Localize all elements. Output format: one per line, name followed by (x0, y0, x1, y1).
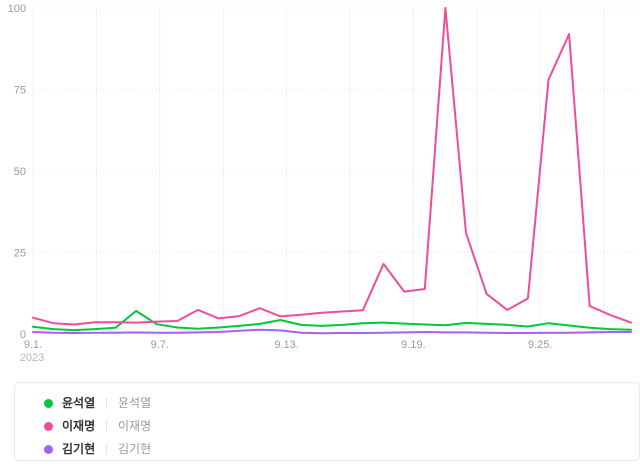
x-axis-tick-label: 9.13. (274, 339, 298, 351)
y-axis-tick-label: 75 (14, 85, 26, 97)
x-axis-year-label: 2023 (20, 352, 44, 364)
legend-query: 윤석열 (117, 396, 152, 410)
x-axis-tick-label: 9.25. (528, 339, 552, 351)
y-axis-tick-label: 25 (14, 248, 26, 260)
horizontal-gridlines (33, 7, 636, 335)
legend-color-dot (44, 399, 53, 408)
series-line-2[interactable] (32, 328, 632, 335)
x-axis-tick-label: 9.19. (401, 339, 425, 351)
y-axis-tick-label: 100 (8, 3, 26, 15)
legend-color-dot (44, 445, 53, 454)
legend-keyword: 윤석열 (62, 396, 96, 410)
y-axis-tick-labels: 0 25 50 75 100 (8, 3, 26, 341)
y-axis-tick-label: 50 (14, 166, 26, 178)
x-axis-tick-label: 9.7. (151, 339, 169, 351)
series-line-0[interactable] (32, 309, 632, 332)
legend-color-dot (44, 422, 53, 431)
trend-chart-panel: 0 25 50 75 100 9.1. 9.7. 9.13. 9.19. 9.25. 2023 (0, 0, 640, 375)
legend-separator: | (105, 397, 108, 409)
series-line-1[interactable] (32, 7, 632, 326)
legend-item: 윤석열 | 윤석열 (44, 392, 639, 415)
legend-separator: | (105, 420, 108, 432)
legend: 윤석열 | 윤석열 이재명 | 이재명 김기현 | 김기현 (14, 382, 640, 461)
legend-item: 김기현 | 김기현 (44, 438, 639, 461)
vertical-gridlines (32, 8, 605, 334)
x-axis-tick-labels: 9.1. 9.7. 9.13. 9.19. 9.25. 2023 (20, 339, 553, 364)
legend-keyword: 김기현 (62, 442, 96, 456)
legend-query: 김기현 (117, 442, 152, 456)
legend-keyword: 이재명 (62, 419, 96, 433)
legend-query: 이재명 (117, 419, 152, 433)
legend-separator: | (105, 443, 108, 455)
y-axis-tick-label: 0 (20, 329, 26, 341)
legend-item: 이재명 | 이재명 (44, 415, 639, 438)
trend-line-chart[interactable]: 0 25 50 75 100 9.1. 9.7. 9.13. 9.19. 9.25. 2023 (0, 0, 640, 375)
x-axis-tick-label: 9.1. (24, 339, 42, 351)
